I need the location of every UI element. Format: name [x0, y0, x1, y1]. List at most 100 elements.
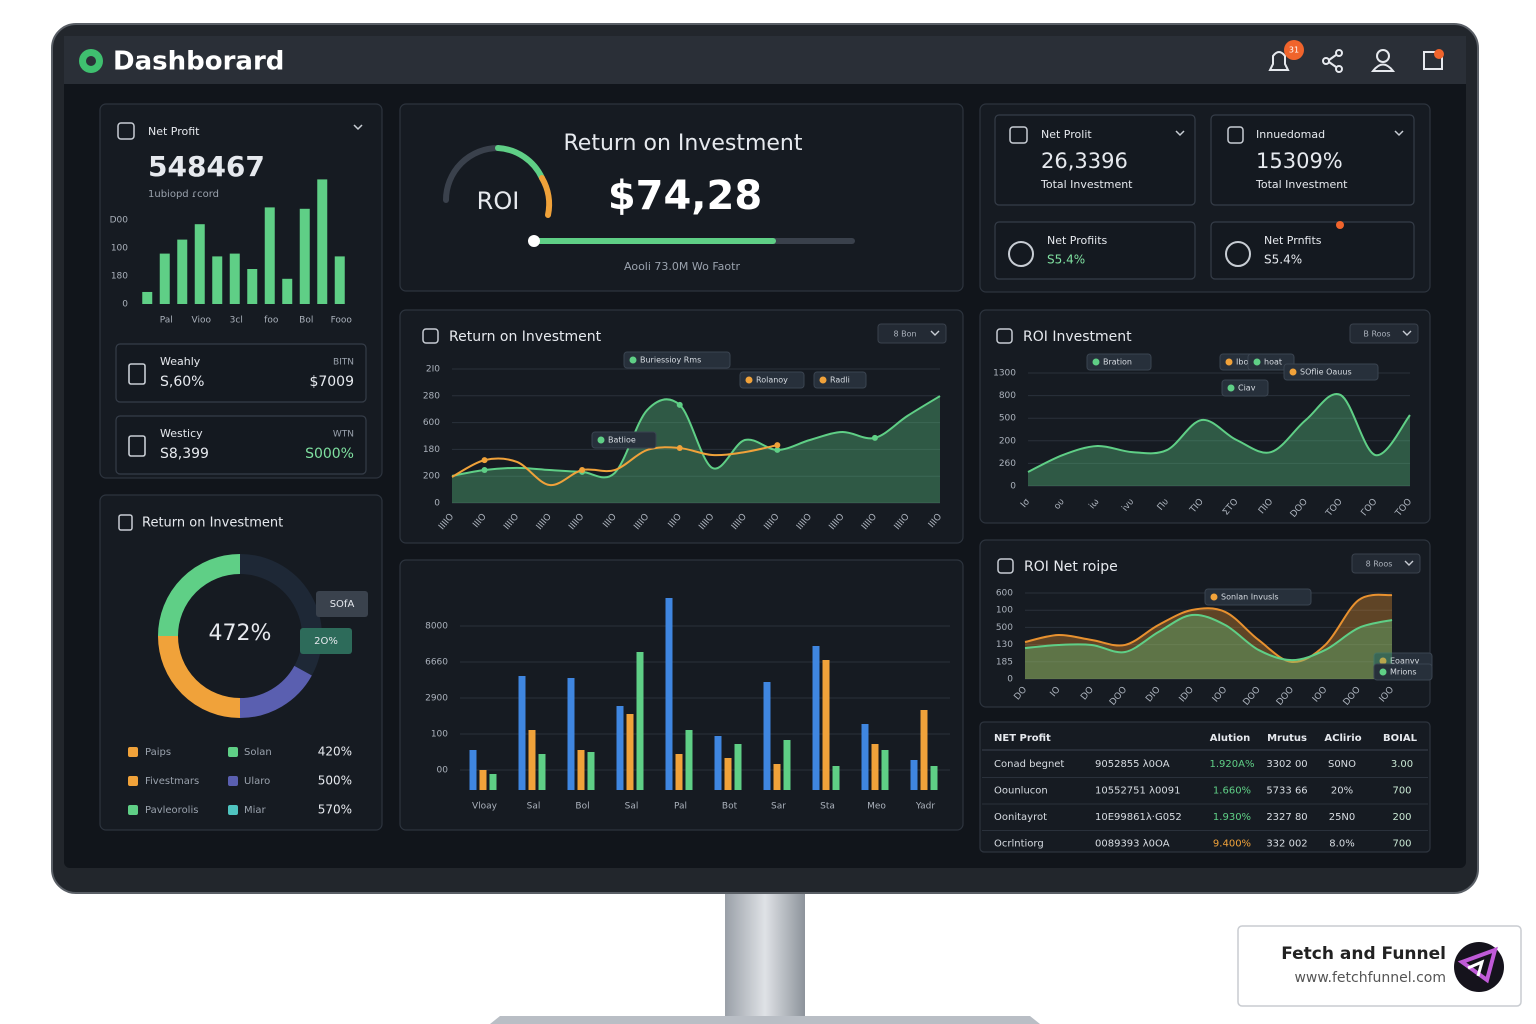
area [1025, 614, 1392, 679]
y-tick-label: 2900 [425, 694, 448, 704]
table-cell: 700 [1392, 786, 1411, 797]
notification-button[interactable] [1268, 51, 1290, 71]
dropdown-toggle[interactable] [1175, 130, 1185, 137]
kpi-label: Net Profit [148, 125, 200, 138]
callout [300, 628, 352, 654]
annotation-dot [597, 436, 605, 444]
bar [861, 724, 869, 790]
kpi-label: Net Profiits [1047, 234, 1108, 247]
annotation: Sonlan Invusls [1221, 593, 1279, 602]
table-cell: 1.930% [1213, 812, 1251, 823]
x-tick-label: Sar [771, 802, 786, 812]
logo [79, 49, 103, 73]
dropdown-caret[interactable] [1404, 560, 1414, 566]
window-button[interactable] [1423, 49, 1444, 70]
legend-label: Paips [145, 747, 171, 758]
table-cell: 8.0% [1329, 839, 1354, 850]
panel [399, 309, 964, 544]
dropdown-toggle[interactable] [353, 124, 363, 131]
chart-title: Return on Investment [449, 329, 602, 345]
chart-title: ROI Net roipe [1024, 559, 1118, 575]
y-tick-label: 6660 [425, 658, 448, 668]
point [481, 467, 488, 474]
y-tick-label: 200 [999, 436, 1016, 446]
y-tick-label: 1300 [993, 369, 1016, 379]
y-tick-label: 2I0 [426, 365, 440, 375]
bar [832, 766, 840, 790]
donut-center: 472% [209, 621, 272, 646]
annotation-chip [1204, 588, 1312, 606]
annotation: Ciav [1238, 384, 1256, 393]
mini-tag: WTN [333, 430, 354, 440]
point [871, 434, 878, 441]
donut-segment [158, 554, 241, 637]
annotation-chip [1247, 353, 1295, 371]
dropdown-toggle[interactable] [1394, 130, 1404, 137]
legend-entry: Buriessioy Rms [640, 356, 701, 365]
annotation-chip [813, 371, 867, 389]
y-tick-label: D00 [110, 216, 129, 226]
callout-label: SOfA [330, 599, 355, 610]
table-cell: 25N0 [1329, 812, 1356, 823]
kpi-sub: Total Investment [1040, 178, 1133, 191]
legend-swatch [228, 747, 238, 757]
y-tick-label: 500 [996, 623, 1013, 633]
bar [783, 740, 791, 790]
bar [489, 774, 497, 790]
bar [247, 269, 258, 304]
bar [479, 770, 487, 790]
x-tick-label: Vloay [472, 802, 498, 812]
icon [996, 328, 1013, 344]
y-tick-label: 800 [999, 391, 1016, 401]
user-button[interactable] [1370, 49, 1396, 72]
badge [1284, 40, 1304, 60]
bar [724, 758, 732, 790]
mini-label: Westicy [160, 427, 203, 440]
monitor-stand [725, 890, 805, 1024]
x-tick-label: foo [264, 316, 279, 326]
table-cell: 9052855 λ0OA [1095, 759, 1170, 770]
panel [979, 539, 1431, 708]
bar [142, 291, 153, 304]
mini-amount: S000% [305, 446, 354, 462]
gauge-track [443, 145, 501, 203]
y-tick-label: 100 [996, 606, 1013, 616]
table-header: Alution [1210, 733, 1250, 744]
table-header: Mrutus [1267, 733, 1307, 744]
bar [734, 744, 742, 790]
bar [773, 764, 781, 790]
point [579, 467, 586, 474]
kpi-value: S5.4% [1047, 253, 1085, 267]
bar [577, 750, 585, 790]
bar [229, 253, 240, 304]
dropdown-caret[interactable] [1402, 330, 1412, 336]
share-button[interactable] [1322, 49, 1343, 73]
annotation: hoat [1264, 358, 1282, 367]
kpi-value: S5.4% [1264, 253, 1302, 267]
table-cell: 10E99861λ·G052 [1095, 812, 1182, 823]
annotation-chip [591, 431, 657, 449]
table-cell: 1.660% [1213, 786, 1251, 797]
bar [538, 754, 546, 790]
line [451, 395, 941, 479]
mini-label: Weahly [160, 355, 201, 368]
icon [1227, 126, 1244, 144]
legend-swatch [228, 805, 238, 815]
dropdown-caret[interactable] [930, 330, 940, 336]
annotation-dot [819, 376, 827, 384]
legend-entry-dot [629, 356, 637, 364]
legend-entry-dot [745, 376, 753, 384]
x-tick-label: Meo [867, 802, 886, 812]
dropdown[interactable] [877, 323, 947, 344]
bar [334, 256, 345, 304]
table-cell: 9.400% [1213, 839, 1251, 850]
y-tick-label: 280 [423, 391, 440, 401]
dropdown[interactable] [1351, 553, 1421, 574]
bar [812, 646, 820, 790]
dropdown[interactable] [1349, 323, 1419, 344]
brand-url: www.fetchfunnel.com [1294, 970, 1446, 986]
bar [518, 676, 526, 790]
bar [665, 598, 673, 790]
roi-value: $74,28 [608, 173, 762, 219]
